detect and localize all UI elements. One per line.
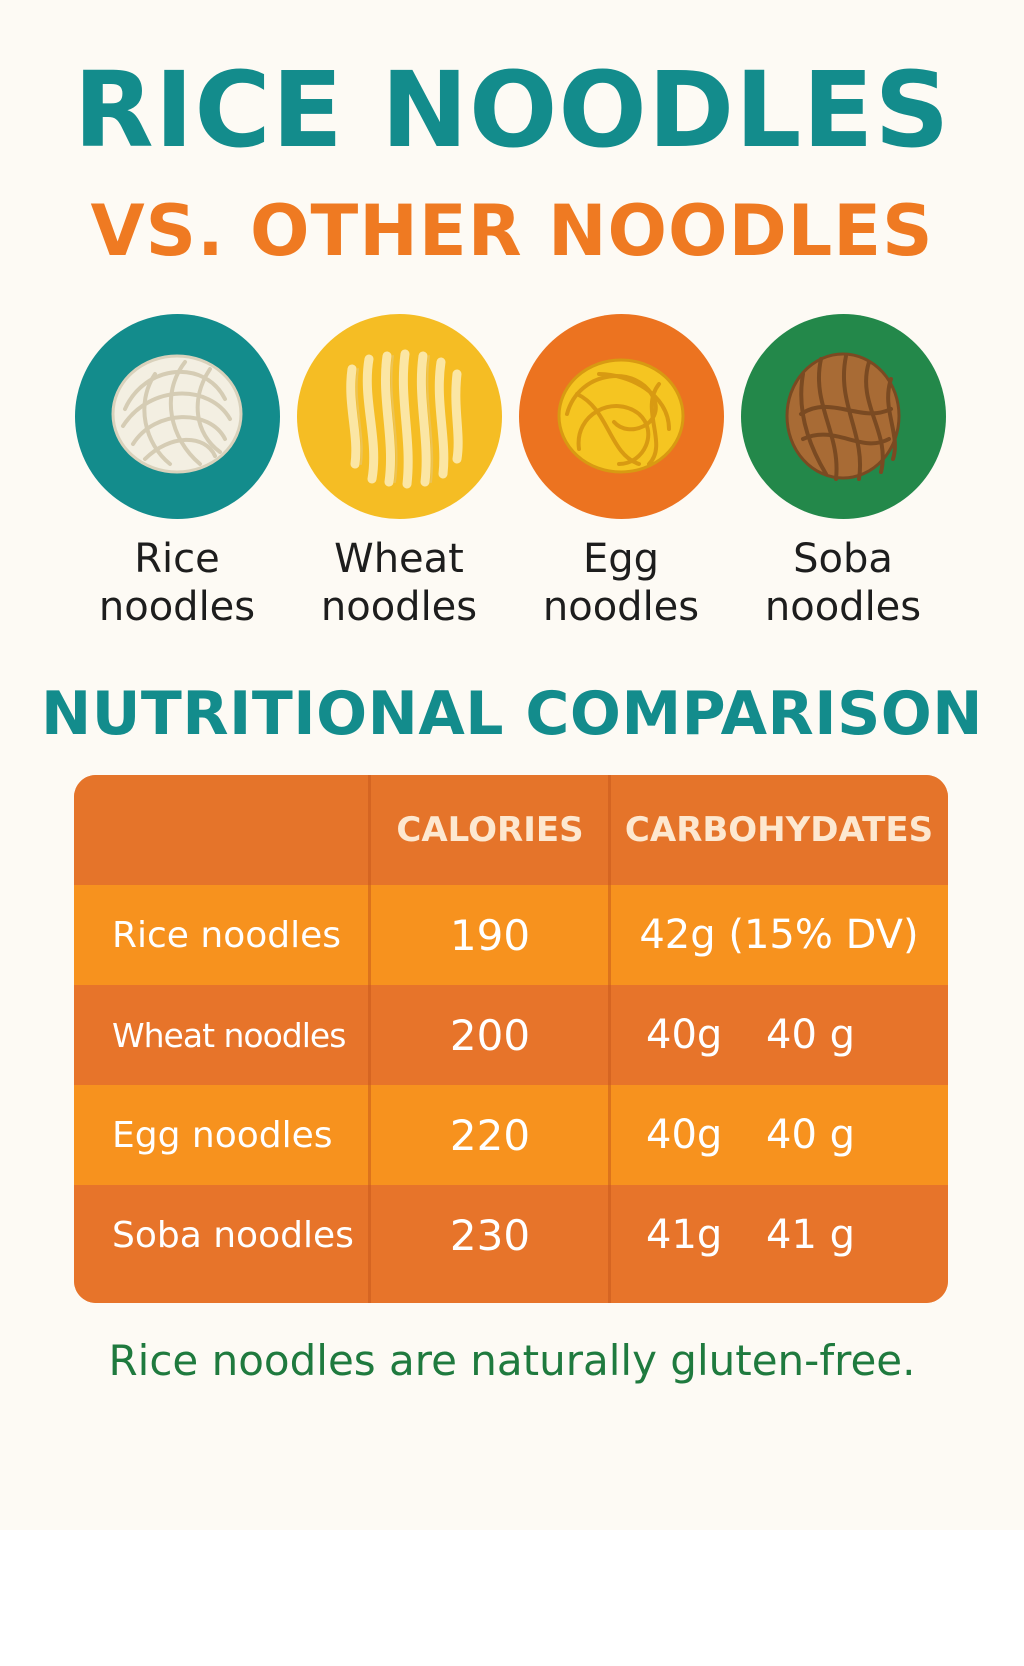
header-cell-calories: CALORIES	[396, 810, 584, 850]
row-name: Egg noodles	[112, 1114, 333, 1156]
table-row: Soba noodles 230 41g 41 g	[74, 1185, 948, 1303]
noodle-label-rice: Rice noodles	[57, 535, 297, 631]
section-title: NUTRITIONAL COMPARISON	[40, 679, 984, 749]
egg-noodles-icon	[519, 314, 724, 519]
noodle-label-soba: Soba noodles	[723, 535, 963, 631]
noodle-label-line2: noodles	[320, 584, 478, 630]
noodle-label-wheat: Wheat noodles	[279, 535, 519, 631]
row-carbs-b: 41 g	[766, 1212, 856, 1258]
table-row: Rice noodles 190 42g (15% DV)	[74, 885, 948, 985]
noodle-label-line1: Rice	[134, 536, 220, 582]
noodle-label-line1: Soba	[793, 536, 893, 582]
header-cell-name	[74, 775, 370, 885]
row-calories: 220	[449, 1110, 531, 1160]
noodle-label-line2: noodles	[764, 584, 922, 630]
column-divider	[368, 775, 371, 1303]
wheat-noodles-icon	[297, 314, 502, 519]
page-title: RICE NOODLES	[73, 49, 951, 171]
row-calories: 190	[449, 910, 531, 960]
row-name: Wheat noodles	[112, 1015, 346, 1055]
row-calories: 200	[449, 1010, 531, 1060]
table-row: Wheat noodles 200 40g 40 g	[74, 985, 948, 1085]
soba-noodles-icon	[741, 314, 946, 519]
footnote: Rice noodles are naturally gluten-free.	[108, 1336, 916, 1385]
row-carbs: 42g (15% DV)	[639, 912, 919, 958]
nutrition-table: CALORIES CARBOHYDATES Rice noodles 190 4…	[74, 775, 948, 1303]
row-calories: 230	[449, 1210, 531, 1260]
row-name: Soba noodles	[112, 1214, 354, 1256]
noodle-label-line2: noodles	[542, 584, 700, 630]
table-header-row: CALORIES CARBOHYDATES	[74, 775, 948, 885]
infographic-poster: RICE NOODLES VS. OTHER NOODLES	[0, 0, 1024, 1530]
noodle-label-line1: Egg	[582, 536, 660, 582]
header-cell-carbohydrates: CARBOHYDATES	[624, 810, 934, 850]
row-carbs-b: 40 g	[766, 1112, 856, 1158]
page-subtitle: VS. OTHER NOODLES	[90, 190, 934, 272]
row-carbs-b: 40 g	[766, 1012, 856, 1058]
noodle-label-line1: Wheat	[334, 536, 464, 582]
row-name: Rice noodles	[112, 914, 342, 956]
row-carbs-a: 40g	[646, 1012, 723, 1058]
row-carbs-a: 40g	[646, 1112, 723, 1158]
column-divider	[608, 775, 611, 1303]
noodle-label-egg: Egg noodles	[501, 535, 741, 631]
noodle-label-line2: noodles	[98, 584, 256, 630]
table-row: Egg noodles 220 40g 40 g	[74, 1085, 948, 1185]
rice-noodles-icon	[75, 314, 280, 519]
row-carbs-a: 41g	[646, 1212, 723, 1258]
noodle-types-row: Rice noodles	[0, 314, 1024, 644]
